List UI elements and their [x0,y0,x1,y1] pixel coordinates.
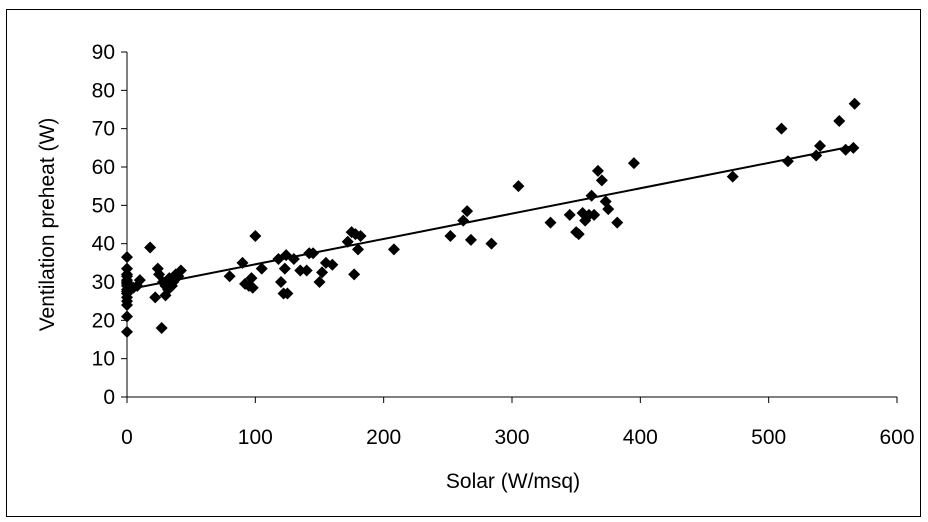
y-tick-label: 80 [92,79,115,102]
y-tick-label: 30 [92,271,115,294]
data-point [444,230,457,242]
data-point [155,322,168,334]
x-tick-label: 400 [623,426,658,449]
data-point [245,272,258,285]
y-tick-label: 10 [92,348,115,371]
data-points [121,97,861,338]
data-point [775,122,788,135]
data-point [464,233,477,246]
trendline [126,144,855,291]
data-point [249,230,262,242]
x-tick-label: 0 [121,426,133,449]
data-point [275,276,287,288]
data-point [121,325,133,338]
chart-frame [6,9,921,517]
data-point [121,299,133,311]
data-point [572,228,585,241]
data-point [627,157,640,170]
data-point [255,262,268,275]
data-point [602,203,615,216]
data-point [236,256,249,269]
data-point [278,262,291,275]
data-point [457,214,470,227]
data-point [149,291,162,304]
data-point [223,270,236,283]
data-point [833,115,846,127]
y-tick-label: 70 [92,118,115,141]
data-point [348,268,361,281]
data-point [133,274,146,287]
y-tick-label: 20 [92,309,115,332]
data-point [121,251,133,264]
y-tick-label: 90 [92,41,115,64]
data-point [781,155,794,168]
data-point [121,310,133,323]
data-point [847,141,860,154]
data-point [307,247,320,260]
y-tick-label: 50 [92,194,115,217]
data-point [585,189,598,202]
tick-labels: 0 10 20 30 40 50 60 70 80 90 0 100 200 300 400 500 600 [92,41,915,449]
x-tick-label: 300 [494,426,529,449]
data-point [300,264,313,277]
data-point [313,276,326,288]
data-point [726,170,739,183]
y-tick-label: 0 [103,386,115,409]
x-tick-label: 100 [238,426,273,449]
data-point [512,180,525,193]
data-point [316,266,329,279]
data-point [354,230,367,242]
y-tick-label: 60 [92,156,115,179]
data-point [352,243,364,256]
data-point [591,164,604,177]
x-tick-label: 500 [751,426,786,449]
y-tick-label: 40 [92,233,115,256]
y-axis-title: Ventilation preheat (W) [36,118,59,332]
data-point [174,264,187,277]
data-point [387,243,400,256]
data-point [461,205,474,218]
data-point [611,216,624,229]
data-point [287,253,300,265]
chart-axes [121,51,898,403]
data-point [341,235,354,248]
data-point [281,287,294,300]
data-point [485,237,498,250]
data-point [294,264,307,277]
data-point [144,241,157,254]
data-point [544,216,557,229]
data-point [595,174,608,187]
x-tick-label: 600 [879,426,914,449]
data-point [814,139,826,152]
data-point [810,149,823,162]
data-point [121,262,133,275]
data-point [326,258,339,271]
x-tick-label: 200 [366,426,401,449]
data-point [848,97,861,110]
data-point [246,281,259,294]
x-axis-title: Solar (W/msq) [446,470,580,493]
data-point [588,208,601,221]
data-point [563,208,576,221]
